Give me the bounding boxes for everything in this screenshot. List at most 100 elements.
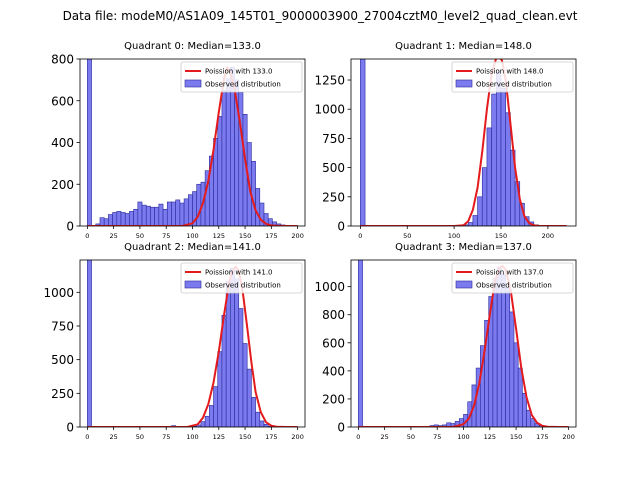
legend-bar-swatch xyxy=(455,280,473,289)
legend-entry-poisson: Poission with 141.0 xyxy=(205,269,273,277)
x-tick-label: 125 xyxy=(213,433,225,441)
x-tick-label: 100 xyxy=(457,433,469,441)
x-tick-label: 25 xyxy=(110,433,118,441)
histogram-bar xyxy=(187,194,193,226)
x-tick-label: 25 xyxy=(110,232,118,240)
x-tick-label: 0 xyxy=(358,232,362,240)
histogram-bar xyxy=(145,205,151,226)
x-tick-label: 0 xyxy=(85,433,89,441)
histogram-bar xyxy=(360,59,366,226)
x-tick-label: 50 xyxy=(136,433,144,441)
histogram-bar xyxy=(496,71,502,226)
legend-box xyxy=(180,61,303,93)
histogram-bar xyxy=(179,202,185,226)
x-tick-label: 150 xyxy=(495,232,507,240)
x-tick-label: 150 xyxy=(239,232,251,240)
histogram-bar xyxy=(108,214,113,226)
legend-bar-swatch xyxy=(184,79,202,88)
histogram-bar xyxy=(509,311,515,427)
histogram-bar xyxy=(129,211,134,226)
legend-box xyxy=(180,262,303,294)
y-tick-label: 250 xyxy=(51,387,74,401)
x-tick-label: 50 xyxy=(407,433,415,441)
histogram-bar xyxy=(217,351,223,427)
histogram-bar xyxy=(251,397,256,427)
y-tick-label: 750 xyxy=(51,319,74,333)
quadrant-2-title: Quadrant 2: Median=141.0 xyxy=(124,242,261,253)
legend-entry-observed: Observed distribution xyxy=(476,282,552,290)
y-tick-label: 1250 xyxy=(314,74,345,88)
histogram-bar xyxy=(221,90,227,226)
x-tick-label: 50 xyxy=(403,232,411,240)
histogram-bar xyxy=(183,198,189,226)
histogram-bar xyxy=(530,418,536,427)
histogram-bar xyxy=(204,415,210,427)
y-tick-label: 200 xyxy=(51,178,74,192)
x-tick-label: 125 xyxy=(213,232,225,240)
histogram-bar xyxy=(467,222,474,226)
histogram-bar xyxy=(513,342,519,427)
y-tick-label: 0 xyxy=(66,220,74,234)
y-tick-label: 800 xyxy=(51,53,74,67)
y-tick-label: 1000 xyxy=(43,286,74,300)
quadrant-1-legend: Poission with 148.0 Observed distribution xyxy=(451,61,574,93)
y-tick-label: 0 xyxy=(66,421,74,435)
histogram-bar xyxy=(175,199,181,226)
legend-entry-poisson: Poission with 148.0 xyxy=(476,68,544,76)
histogram-bar xyxy=(225,78,231,226)
histogram-bar xyxy=(255,411,261,427)
x-tick-label: 150 xyxy=(510,433,522,441)
histogram-bar xyxy=(154,206,160,226)
histogram-bar xyxy=(238,92,244,226)
y-tick-label: 1000 xyxy=(314,280,345,294)
histogram-bar xyxy=(133,209,139,226)
histogram-bar xyxy=(87,260,92,427)
histogram-bar xyxy=(358,260,363,427)
histogram-bar xyxy=(103,218,109,226)
histogram-bar xyxy=(87,59,92,226)
x-tick-label: 100 xyxy=(186,232,198,240)
x-tick-label: 100 xyxy=(186,433,198,441)
quadrant-0-bars xyxy=(87,59,286,226)
x-tick-label: 200 xyxy=(291,232,303,240)
y-tick-label: 600 xyxy=(322,336,345,350)
histogram-bar xyxy=(124,213,130,226)
histogram-bar xyxy=(255,188,261,226)
y-tick-label: 800 xyxy=(322,308,345,322)
histogram-bar xyxy=(505,112,511,226)
quadrant-1-histogram: Quadrant 1: Median=148.0 0 50 100 150 200 0 250… xyxy=(314,41,577,240)
histogram-bar xyxy=(500,87,506,226)
histogram-bar xyxy=(477,196,483,226)
histogram-bar xyxy=(166,201,172,226)
legend-box xyxy=(451,262,574,294)
histogram-bar xyxy=(137,201,143,226)
legend-entry-poisson: Poission with 137.0 xyxy=(476,269,544,277)
histogram-bar xyxy=(196,183,202,226)
histogram-bar xyxy=(200,421,206,427)
y-tick-label: 500 xyxy=(322,161,345,175)
x-tick-label: 200 xyxy=(562,433,574,441)
legend-bar-swatch xyxy=(184,280,202,289)
histogram-bar xyxy=(242,343,248,427)
x-tick-label: 200 xyxy=(542,232,554,240)
legend-entry-observed: Observed distribution xyxy=(205,282,281,290)
y-tick-label: 1000 xyxy=(314,103,345,117)
quadrant-2-legend: Poission with 141.0 Observed distribution xyxy=(180,262,303,294)
histogram-bar xyxy=(263,424,269,427)
figure-title: Data file: modeM0/AS1A09_145T01_90000039… xyxy=(63,9,578,23)
x-tick-label: 100 xyxy=(448,232,460,240)
legend-entry-observed: Observed distribution xyxy=(476,81,552,89)
x-tick-label: 200 xyxy=(291,433,303,441)
x-tick-label: 125 xyxy=(484,433,496,441)
histogram-bar xyxy=(213,386,219,427)
histogram-bar xyxy=(171,201,176,226)
histogram-bar xyxy=(492,277,498,427)
quadrant-1-title: Quadrant 1: Median=148.0 xyxy=(395,41,532,52)
quadrant-1-axes-frame xyxy=(350,58,577,227)
poisson-curve xyxy=(360,59,567,226)
histogram-bar xyxy=(486,127,492,226)
x-tick-label: 0 xyxy=(85,232,89,240)
y-tick-label: 0 xyxy=(337,421,345,435)
y-tick-label: 0 xyxy=(337,220,345,234)
